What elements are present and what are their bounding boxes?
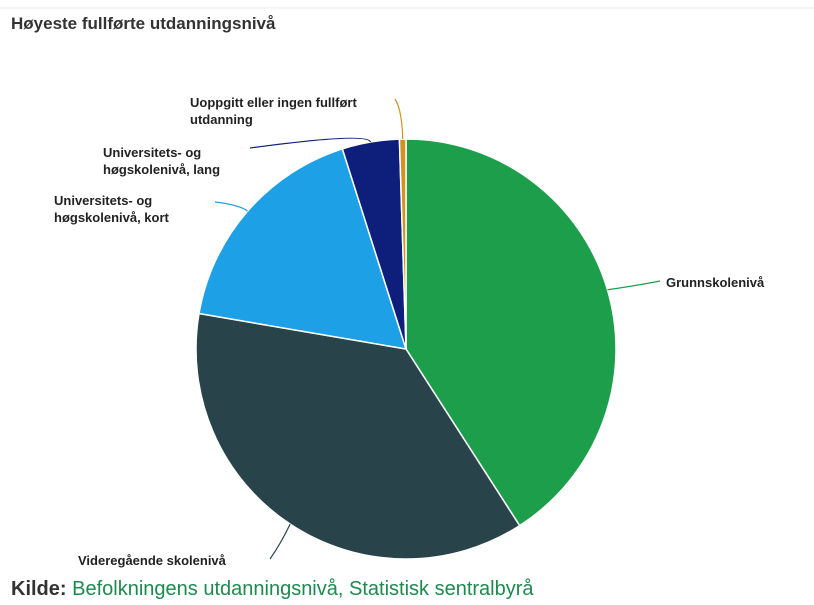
slice-label: Universitets- og høgskolenivå, lang: [103, 145, 221, 177]
source-text: Befolkningens utdanningsnivå, Statistisk…: [72, 578, 534, 600]
slice-label: Videregående skolenivå: [78, 553, 226, 568]
leader-line: [249, 137, 372, 149]
source-label: Kilde:: [11, 578, 67, 600]
pie-slice: [195, 312, 521, 560]
chart-title: Høyeste fullførte utdanningsnivå: [11, 14, 276, 33]
pie-slice: [398, 138, 407, 350]
leader-line: [269, 523, 291, 560]
source: Kilde: Befolkningens utdanningsnivå, Sta…: [11, 578, 534, 601]
slice-label: Universitets- og høgskolenivå, kort: [54, 193, 169, 225]
leader-line: [394, 98, 404, 140]
leader-line: [214, 201, 248, 212]
slice-label: Grunnskolenivå: [666, 275, 765, 290]
leader-line: [607, 280, 661, 291]
pie-slice: [405, 138, 617, 527]
pie-slice: [198, 147, 408, 350]
slice-label: Uoppgitt eller ingen fullført utdanning: [190, 95, 357, 127]
